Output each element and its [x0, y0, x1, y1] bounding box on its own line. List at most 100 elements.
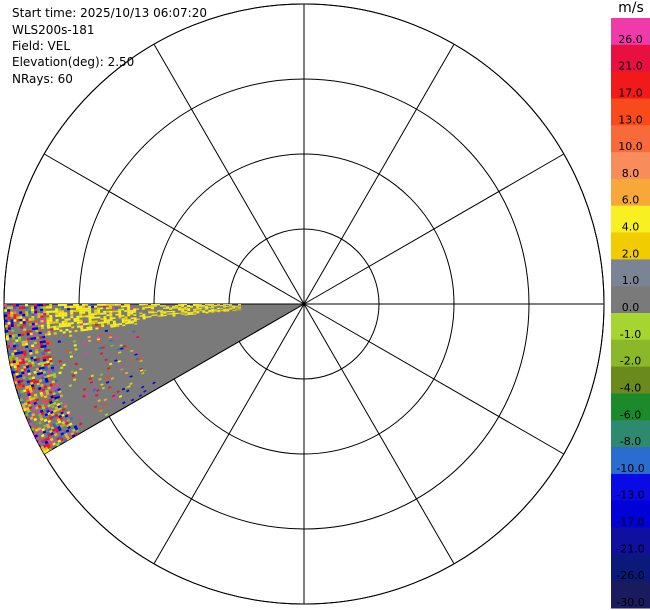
velocity-cell — [229, 304, 232, 305]
velocity-cell — [45, 442, 50, 447]
velocity-cell — [199, 304, 202, 306]
velocity-cell — [109, 317, 113, 320]
velocity-cell — [100, 383, 104, 386]
velocity-cell — [184, 309, 188, 311]
velocity-cell — [58, 308, 62, 311]
velocity-cell — [130, 312, 134, 315]
velocity-cell — [18, 374, 23, 378]
velocity-cell — [205, 307, 209, 309]
velocity-cell — [21, 343, 26, 347]
velocity-cell — [187, 309, 191, 311]
velocity-cell — [43, 361, 47, 365]
velocity-cell — [42, 430, 47, 434]
velocity-cell — [55, 429, 60, 433]
velocity-cell — [26, 409, 31, 413]
velocity-cell — [46, 324, 50, 327]
velocity-cell — [127, 311, 131, 314]
velocity-cell — [36, 372, 41, 376]
velocity-cell — [10, 306, 13, 310]
velocity-cell — [7, 321, 11, 325]
velocity-cell — [22, 311, 26, 314]
velocity-cell — [133, 320, 137, 322]
velocity-cell — [51, 415, 56, 419]
velocity-cell — [8, 332, 12, 335]
velocity-cell — [54, 427, 59, 431]
velocity-cell — [31, 313, 35, 316]
velocity-cell — [208, 304, 211, 306]
velocity-cell — [43, 313, 47, 316]
velocity-cell — [103, 316, 107, 318]
velocity-cell — [133, 308, 137, 310]
velocity-cell — [178, 309, 182, 311]
azimuth-spoke — [303, 303, 565, 455]
velocity-cell — [235, 306, 239, 307]
velocity-cell — [106, 304, 109, 306]
velocity-cell — [70, 312, 74, 315]
velocity-cell — [98, 407, 102, 411]
velocity-cell — [190, 311, 194, 313]
velocity-cell — [178, 304, 181, 306]
velocity-cell — [53, 432, 58, 437]
velocity-cell — [184, 312, 188, 314]
velocity-cell — [135, 357, 139, 361]
velocity-cell — [211, 308, 215, 310]
velocity-cell — [13, 304, 16, 307]
velocity-cell — [58, 390, 62, 394]
velocity-cell — [52, 310, 56, 313]
velocity-cell — [23, 353, 27, 356]
velocity-cell — [181, 308, 185, 310]
velocity-cell — [18, 359, 22, 362]
velocity-cell — [40, 345, 44, 349]
velocity-cell — [202, 307, 206, 309]
velocity-cell — [17, 367, 21, 371]
velocity-cell — [76, 306, 79, 308]
velocity-cell — [16, 323, 20, 327]
velocity-cell — [55, 383, 60, 387]
velocity-cell — [40, 310, 44, 314]
velocity-cell — [97, 304, 100, 306]
velocity-cell — [20, 333, 24, 337]
colorbar-swatch — [611, 18, 650, 46]
velocity-cell — [31, 396, 36, 401]
velocity-cell — [151, 314, 155, 316]
velocity-cell — [229, 308, 233, 310]
velocity-cell — [211, 304, 214, 306]
velocity-cell — [38, 421, 42, 425]
velocity-cell — [115, 307, 119, 309]
velocity-cell — [22, 318, 26, 322]
velocity-cell — [39, 371, 44, 375]
velocity-cell — [25, 318, 29, 321]
velocity-cell — [10, 314, 14, 317]
velocity-cell — [94, 309, 98, 312]
velocity-cell — [26, 330, 30, 334]
velocity-cell — [175, 305, 178, 307]
velocity-cell — [193, 311, 197, 313]
velocity-cell — [22, 321, 26, 324]
velocity-cell — [48, 355, 52, 359]
velocity-cell — [35, 380, 40, 384]
velocity-cell — [22, 306, 25, 309]
velocity-cell — [99, 334, 103, 337]
velocity-cell — [59, 409, 63, 413]
velocity-cell — [187, 306, 190, 308]
velocity-cell — [214, 304, 217, 306]
velocity-cell — [49, 416, 53, 420]
velocity-cell — [16, 316, 20, 320]
velocity-cell — [11, 355, 15, 359]
velocity-cell — [43, 344, 47, 348]
velocity-cell — [55, 442, 60, 447]
velocity-cell — [208, 304, 211, 305]
velocity-cell — [143, 389, 147, 393]
velocity-cell — [37, 441, 42, 445]
velocity-cell — [97, 339, 101, 343]
velocity-cell — [33, 358, 37, 362]
velocity-cell — [7, 309, 11, 312]
velocity-cell — [46, 374, 51, 378]
velocity-cell — [50, 364, 54, 368]
velocity-cell — [119, 344, 123, 347]
velocity-cell — [217, 307, 221, 309]
velocity-cell — [55, 319, 59, 322]
velocity-cell — [16, 377, 20, 381]
velocity-cell — [130, 307, 134, 309]
velocity-cell — [124, 305, 127, 308]
